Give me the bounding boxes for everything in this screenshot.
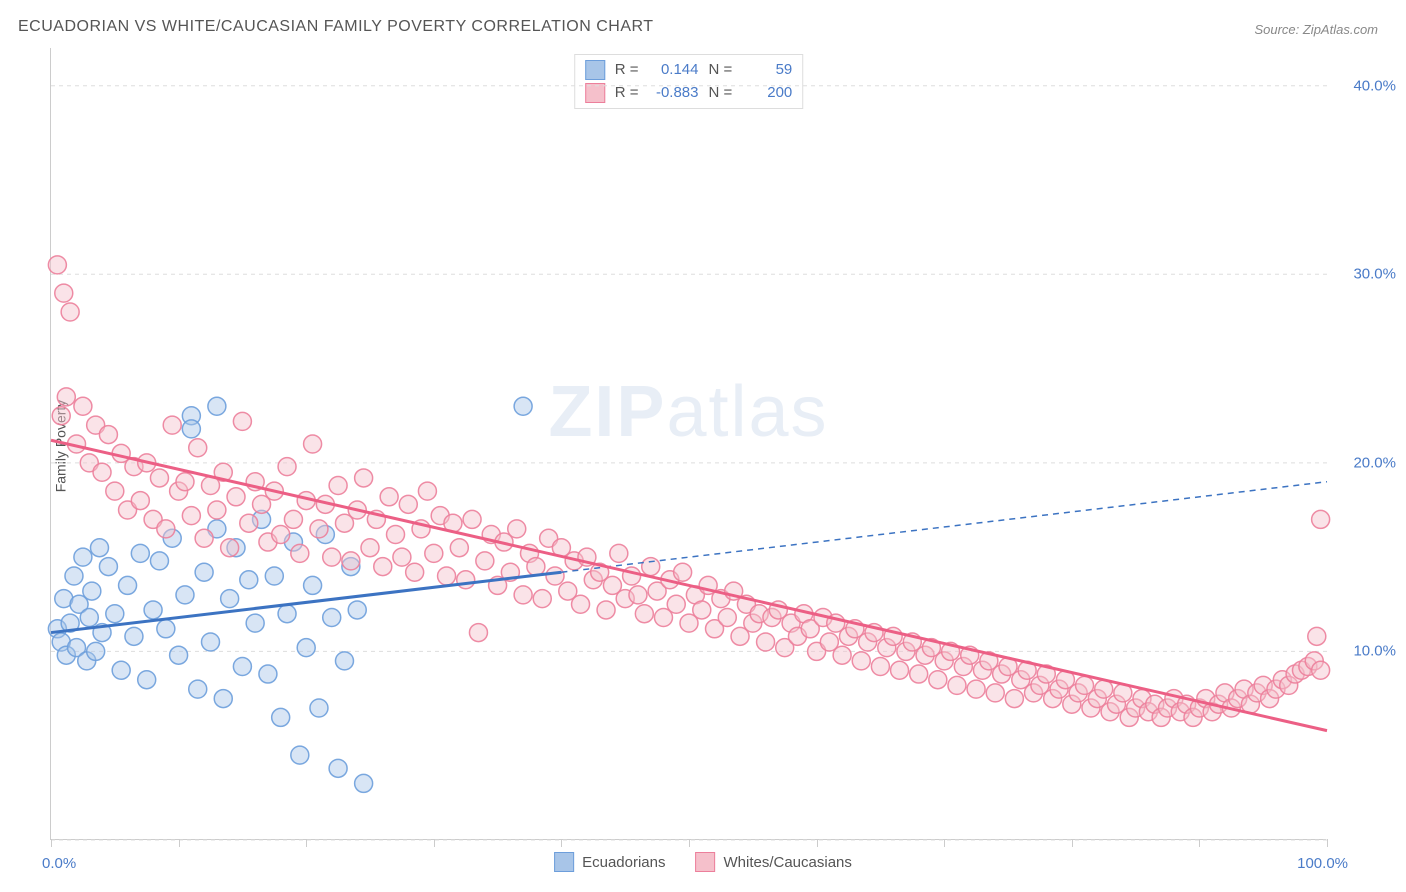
chart-title: ECUADORIAN VS WHITE/CAUCASIAN FAMILY POV… bbox=[18, 18, 654, 36]
x-tick bbox=[1327, 839, 1328, 847]
x-tick bbox=[817, 839, 818, 847]
legend-swatch-0 bbox=[554, 852, 574, 872]
legend-label-0: Ecuadorians bbox=[582, 854, 665, 871]
legend: Ecuadorians Whites/Caucasians bbox=[554, 852, 852, 872]
x-tick bbox=[434, 839, 435, 847]
legend-item-1: Whites/Caucasians bbox=[696, 852, 852, 872]
x-axis-max-label: 100.0% bbox=[1297, 855, 1348, 872]
x-tick bbox=[1072, 839, 1073, 847]
x-tick bbox=[179, 839, 180, 847]
x-tick bbox=[51, 839, 52, 847]
legend-label-1: Whites/Caucasians bbox=[724, 854, 852, 871]
scatter-svg bbox=[51, 48, 1326, 839]
y-tick-label: 20.0% bbox=[1353, 454, 1396, 471]
x-axis-min-label: 0.0% bbox=[42, 855, 76, 872]
y-tick-label: 10.0% bbox=[1353, 643, 1396, 660]
x-tick bbox=[306, 839, 307, 847]
chart-container: ECUADORIAN VS WHITE/CAUCASIAN FAMILY POV… bbox=[0, 0, 1406, 892]
x-tick bbox=[561, 839, 562, 847]
plot-area: ZIPatlas R = 0.144 N = 59 R = -0.883 N =… bbox=[50, 48, 1326, 840]
x-tick bbox=[689, 839, 690, 847]
y-tick-label: 30.0% bbox=[1353, 266, 1396, 283]
y-tick-label: 40.0% bbox=[1353, 77, 1396, 94]
x-tick bbox=[944, 839, 945, 847]
legend-item-0: Ecuadorians bbox=[554, 852, 665, 872]
x-tick bbox=[1199, 839, 1200, 847]
legend-swatch-1 bbox=[696, 852, 716, 872]
source-label: Source: ZipAtlas.com bbox=[1254, 22, 1378, 37]
